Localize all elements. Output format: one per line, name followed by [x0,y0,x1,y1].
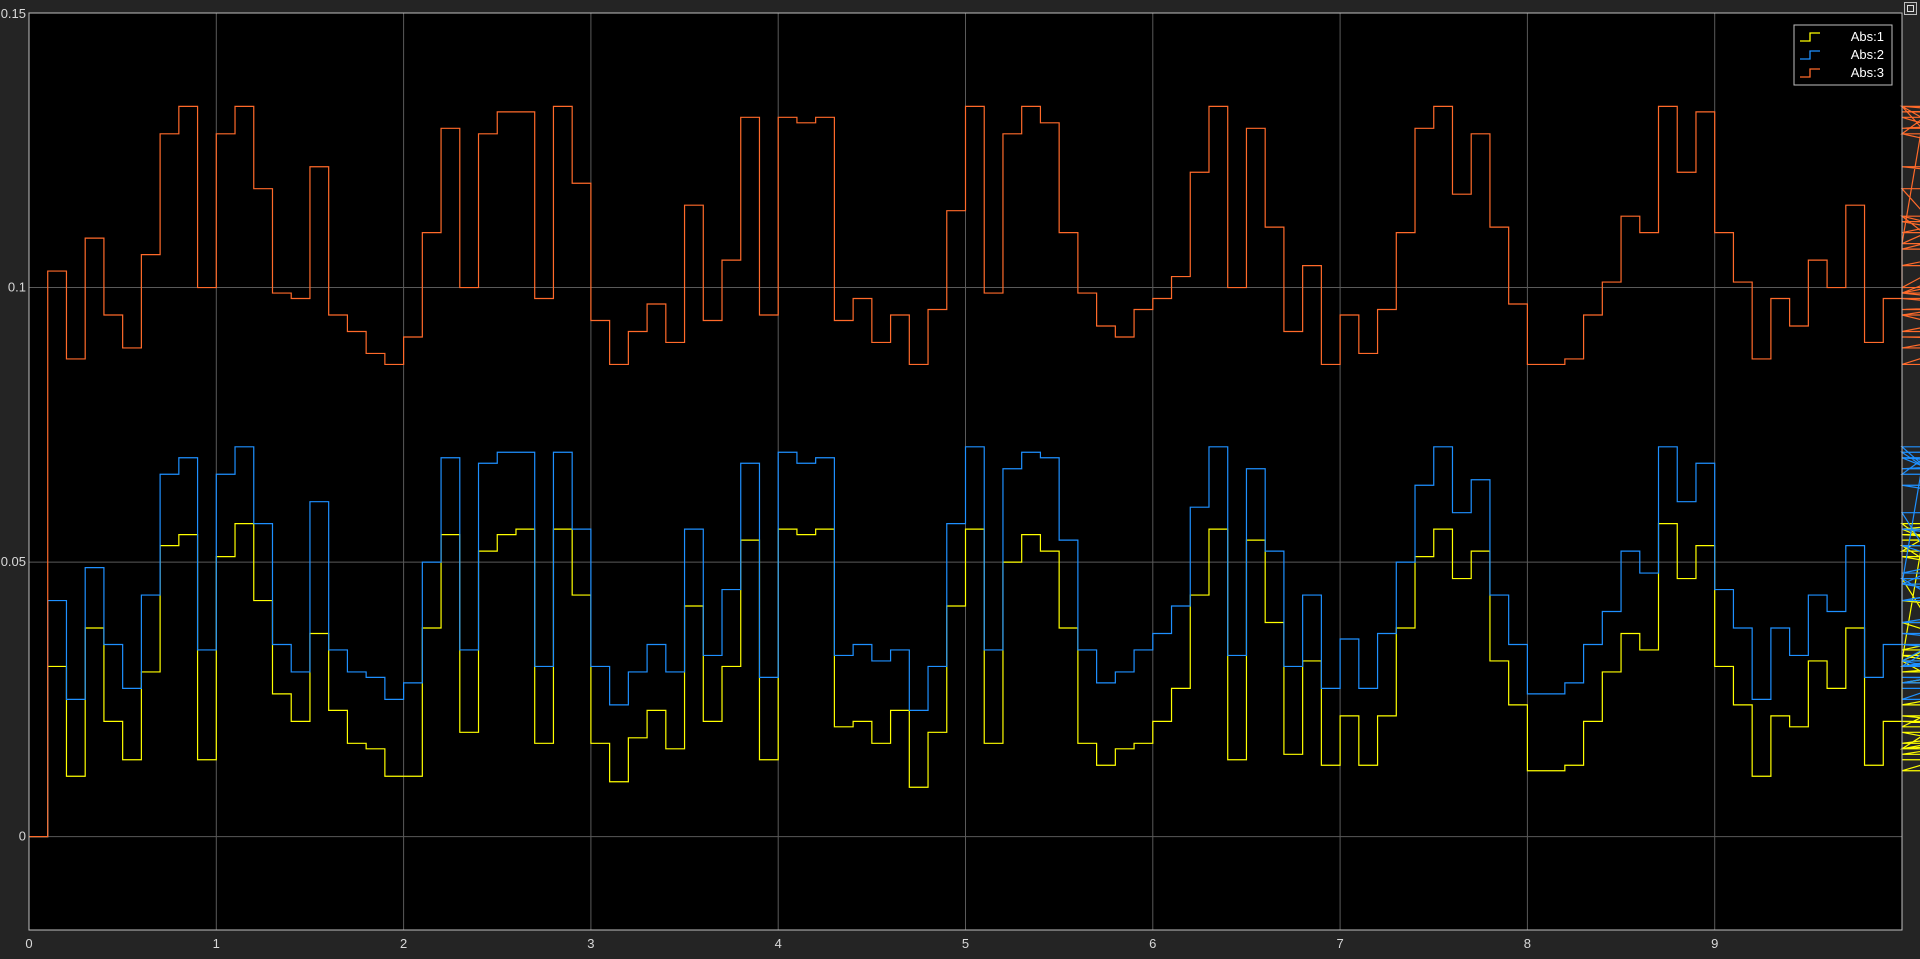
series-line-3 [29,105,1920,838]
legend-swatch [1800,50,1820,60]
undock-icon[interactable] [1904,2,1917,15]
x-tick-label: 7 [1336,936,1343,951]
plot-frame [28,12,1903,931]
x-tick-label: 8 [1524,936,1531,951]
x-tick-label: 2 [400,936,407,951]
legend[interactable]: Abs:1 Abs:2 Abs:3 [1793,24,1893,86]
legend-swatch [1800,68,1820,78]
y-tick-label: 0.05 [1,554,26,569]
legend-swatch [1800,32,1820,42]
y-tick-label: 0.1 [8,280,26,295]
legend-label: Abs:3 [1851,65,1884,80]
series-line-2 [29,446,1920,838]
x-tick-label: 6 [1149,936,1156,951]
x-tick-label: 4 [775,936,782,951]
x-tick-label: 1 [213,936,220,951]
y-tick-label: 0 [19,829,26,844]
legend-label: Abs:1 [1851,29,1884,44]
x-tick-label: 0 [25,936,32,951]
x-tick-label: 3 [587,936,594,951]
tick-labels: 0 1 2 3 4 5 6 7 8 9 0 0.05 0.1 0.15 [1,6,1719,951]
y-tick-label: 0.15 [1,6,26,21]
series-lines [29,105,1920,838]
legend-label: Abs:2 [1851,47,1884,62]
x-tick-label: 9 [1711,936,1718,951]
x-tick-label: 5 [962,936,969,951]
